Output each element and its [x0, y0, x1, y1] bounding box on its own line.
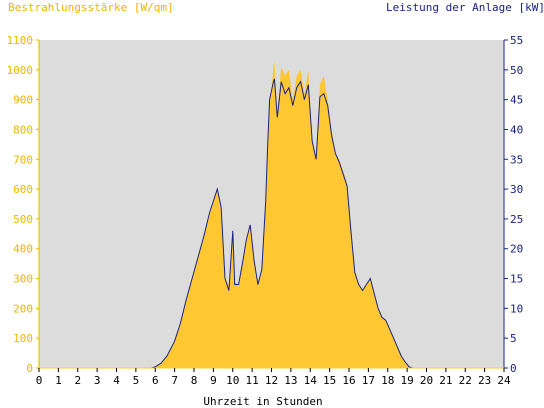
x-tick-label: 11: [246, 374, 259, 387]
right-tick-label: 10: [510, 302, 523, 315]
left-tick-label: 1000: [7, 64, 34, 77]
left-tick-label: 600: [13, 183, 33, 196]
x-tick-label: 23: [478, 374, 491, 387]
x-tick-label: 4: [113, 374, 120, 387]
right-tick-label: 0: [510, 362, 517, 375]
x-tick-label: 6: [152, 374, 159, 387]
right-axis-ticks: 0 5 10 15 20 25 30 35 40 45 50 55: [504, 34, 523, 375]
x-tick-label: 8: [191, 374, 198, 387]
x-tick-label: 0: [36, 374, 43, 387]
irradiance-area-series: [39, 60, 504, 369]
left-tick-label: 900: [13, 94, 33, 107]
right-axis-title: Leistung der Anlage [kW]: [386, 1, 544, 14]
right-tick-label: 35: [510, 153, 523, 166]
right-tick-label: 5: [510, 332, 517, 345]
left-tick-label: 500: [13, 213, 33, 226]
right-tick-label: 40: [510, 123, 523, 136]
left-axis-ticks: 0 100 200 300 400 500 600 700 800 900 1000 1100: [7, 34, 39, 375]
x-tick-label: 12: [265, 374, 278, 387]
left-tick-label: 200: [13, 302, 33, 315]
x-tick-label: 24: [497, 374, 511, 387]
x-tick-label: 10: [226, 374, 239, 387]
x-axis-title: Uhrzeit in Stunden: [203, 395, 322, 408]
x-tick-label: 7: [171, 374, 178, 387]
left-tick-label: 0: [26, 362, 33, 375]
right-tick-label: 15: [510, 273, 523, 286]
left-tick-label: 300: [13, 273, 33, 286]
x-tick-label: 20: [420, 374, 433, 387]
x-tick-label: 22: [459, 374, 472, 387]
x-tick-label: 16: [342, 374, 355, 387]
x-tick-label: 5: [133, 374, 140, 387]
x-tick-label: 18: [381, 374, 394, 387]
x-tick-label: 19: [401, 374, 414, 387]
x-tick-label: 13: [284, 374, 297, 387]
right-tick-label: 30: [510, 183, 523, 196]
left-tick-label: 100: [13, 332, 33, 345]
x-tick-label: 17: [362, 374, 375, 387]
x-tick-label: 1: [55, 374, 62, 387]
left-tick-label: 400: [13, 243, 33, 256]
right-tick-label: 50: [510, 64, 523, 77]
right-tick-label: 20: [510, 243, 523, 256]
left-axis-title: Bestrahlungsstärke [W/qm]: [8, 1, 174, 14]
x-tick-label: 9: [210, 374, 217, 387]
right-tick-label: 55: [510, 34, 523, 47]
x-axis-ticks: 0 1 2 3 4 5 6 7 8 9 10 11 12 13 14 15 16 17 18 19 20 21 22 23 24: [36, 368, 511, 387]
x-tick-label: 3: [94, 374, 101, 387]
power-line-series: [39, 78, 504, 369]
left-tick-label: 700: [13, 153, 33, 166]
left-tick-label: 800: [13, 123, 33, 136]
x-tick-label: 21: [439, 374, 452, 387]
x-tick-label: 14: [304, 374, 318, 387]
right-tick-label: 25: [510, 213, 523, 226]
x-tick-label: 2: [74, 374, 81, 387]
right-tick-label: 45: [510, 94, 523, 107]
x-tick-label: 15: [323, 374, 336, 387]
left-tick-label: 1100: [7, 34, 34, 47]
